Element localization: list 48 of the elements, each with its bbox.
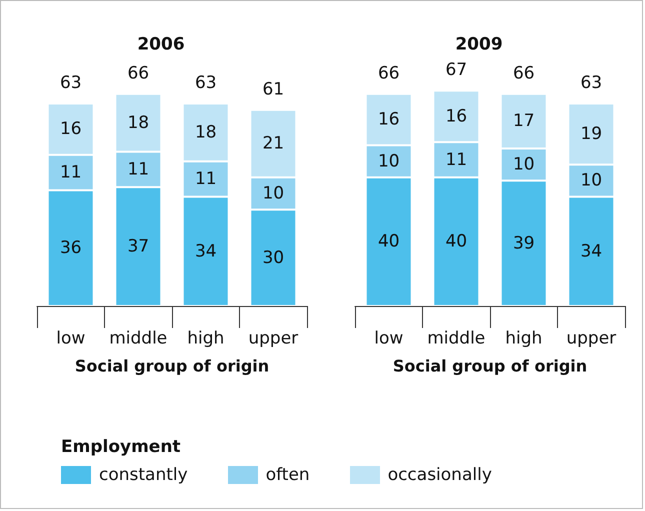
data-label: 18 — [194, 122, 217, 142]
chart-title: 2009 — [455, 34, 503, 54]
data-label: 36 — [60, 238, 82, 258]
x-tick-label: low — [56, 328, 86, 348]
x-axis-title: Social group of origin — [74, 356, 270, 376]
legend-label: constantly — [99, 465, 188, 485]
data-label: 10 — [378, 151, 400, 172]
data-label: 40 — [378, 232, 400, 252]
total-label: 67 — [445, 60, 468, 80]
data-label: 10 — [512, 154, 535, 175]
data-label: 16 — [60, 119, 82, 140]
x-tick-label: low — [374, 328, 404, 348]
x-tick-label: middle — [427, 328, 486, 348]
x-tick-label: upper — [566, 328, 616, 348]
data-label: 34 — [580, 241, 602, 262]
data-label: 19 — [580, 124, 602, 144]
data-label: 18 — [127, 112, 150, 133]
data-label: 10 — [580, 170, 602, 191]
legend-label: often — [266, 465, 310, 485]
total-label: 63 — [60, 73, 82, 93]
x-tick-label: high — [505, 328, 542, 348]
legend-label: occasionally — [388, 465, 492, 485]
data-label: 16 — [445, 106, 468, 126]
total-label: 66 — [512, 63, 535, 84]
total-label: 66 — [378, 63, 400, 84]
total-label: 63 — [194, 73, 217, 93]
data-label: 40 — [445, 232, 468, 252]
data-label: 39 — [512, 233, 535, 254]
data-label: 11 — [445, 150, 468, 170]
chart-title: 2006 — [137, 34, 185, 54]
total-label: 63 — [580, 73, 602, 93]
total-label: 66 — [127, 63, 150, 84]
data-label: 11 — [60, 162, 82, 183]
data-label: 34 — [194, 241, 217, 262]
data-label: 11 — [194, 169, 217, 190]
x-tick-label: upper — [248, 328, 298, 348]
legend-title: Employment — [61, 437, 182, 457]
data-label: 17 — [512, 111, 535, 132]
data-label: 37 — [127, 236, 150, 257]
data-label: 21 — [262, 134, 284, 154]
x-tick-label: high — [187, 328, 224, 348]
x-axis-title: Social group of origin — [392, 356, 588, 376]
total-label: 61 — [262, 79, 284, 100]
data-label: 30 — [262, 248, 284, 268]
data-label: 11 — [127, 159, 150, 180]
data-label: 16 — [378, 110, 400, 130]
data-label: 10 — [262, 184, 284, 204]
x-tick-label: middle — [109, 328, 168, 348]
